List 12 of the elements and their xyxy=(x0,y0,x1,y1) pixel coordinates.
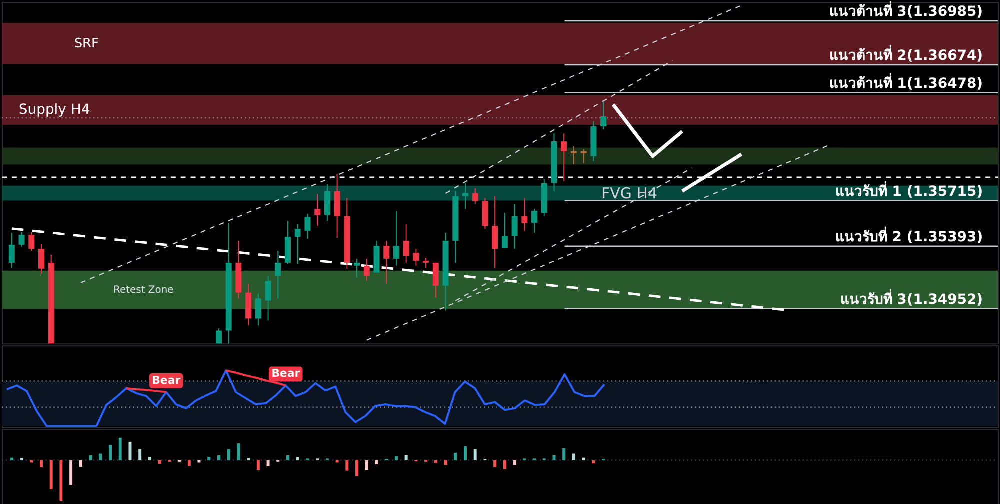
band-label: Supply H4 xyxy=(18,102,90,118)
band-label: SRF xyxy=(74,36,99,52)
band-label: Retest Zone xyxy=(114,284,174,296)
ref-line-label: แนวต้านที่ 3(1.36985) xyxy=(829,1,984,20)
band-label: FVG H4 xyxy=(602,184,658,202)
ref-line-label: แนวรับที่ 2 (1.35393) xyxy=(835,226,984,246)
ref-line-label: แนวรับที่ 3(1.34952) xyxy=(840,288,984,308)
ref-line-label: แนวรับที่ 1 (1.35715) xyxy=(835,180,984,200)
series-label: Bear xyxy=(152,374,182,387)
series-label: Bear xyxy=(272,367,301,380)
ref-line-label: แนวต้านที่ 2(1.36674) xyxy=(829,45,984,64)
ref-line-label: แนวต้านที่ 1(1.36478) xyxy=(829,72,984,92)
